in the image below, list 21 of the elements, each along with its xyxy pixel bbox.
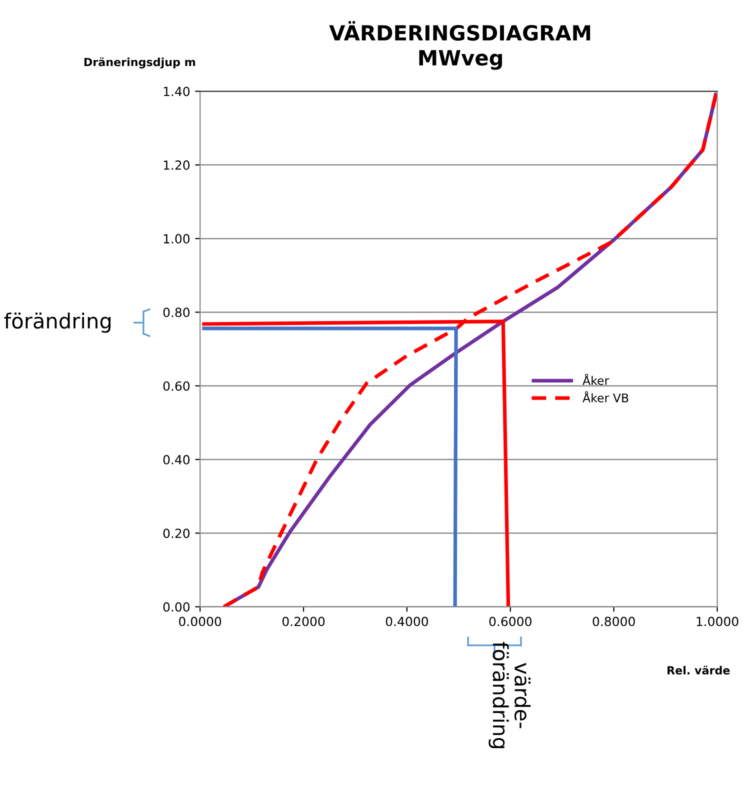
text: värde- förändring (488, 642, 531, 748)
y-tick-label: 1.40 (164, 86, 190, 96)
legend-label: Åker VB (582, 391, 628, 402)
legend-label: Åker (582, 374, 610, 386)
y-tick-label: 0.40 (163, 454, 190, 464)
x-tick-label: 0.6000 (489, 616, 532, 626)
text: förändring (4, 312, 111, 333)
y-tick-label: 0.00 (163, 602, 190, 612)
chart-title: VÄRDERINGSDIAGRAM MWveg (329, 21, 590, 70)
x-tick-label: 0.8000 (592, 616, 635, 626)
x-tick-label: 0.2000 (282, 616, 325, 626)
x-tick-label: 0.0000 (179, 616, 222, 626)
y-tick-label: 0.60 (163, 381, 190, 391)
x-axis-title: Rel. värde (668, 666, 730, 675)
x-tick-label: 1.0000 (696, 616, 738, 626)
x-tick-label: 0.4000 (386, 616, 428, 626)
y-tick-label: 0.20 (163, 528, 190, 538)
y-axis-title: Dräneringsdjup m (84, 57, 196, 68)
y-tick-label: 1.20 (164, 160, 190, 170)
y-tick-label: 1.00 (164, 234, 190, 244)
y-tick-label: 0.80 (163, 308, 190, 318)
